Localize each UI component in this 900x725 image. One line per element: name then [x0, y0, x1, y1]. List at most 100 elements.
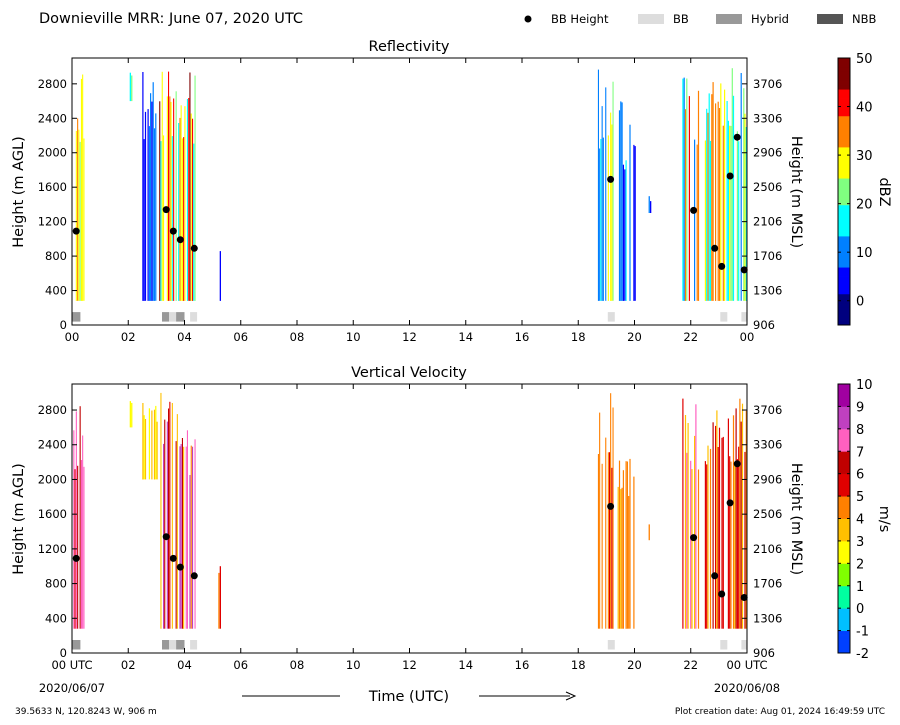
header-legend: BB Height BB Hybrid NBB	[524, 12, 876, 26]
velocity-precip-streak	[691, 469, 693, 629]
reflectivity-precip-streak	[194, 75, 196, 301]
velocity-colorbar-segment	[838, 572, 850, 578]
reflectivity-precip-streak	[724, 89, 726, 301]
velocity-precip-streak	[697, 469, 700, 629]
velocity-x-tick-label: 12	[402, 658, 417, 672]
velocity-precip-streak	[732, 415, 735, 629]
velocity-precip-streak	[740, 421, 742, 629]
velocity-y-tick-label: 0	[60, 646, 67, 660]
reflectivity-precip-streak	[159, 101, 161, 301]
dbz-colorbar-segment	[838, 115, 850, 121]
velocity-precip-streak	[695, 404, 697, 629]
velocity-bb-type-bb	[720, 640, 728, 650]
reflectivity-precip-streak	[697, 90, 700, 301]
reflectivity-x-tick-label: 20	[627, 330, 642, 344]
dbz-colorbar-segment	[838, 178, 850, 183]
velocity-precip-streak	[626, 461, 628, 629]
reflectivity-precip-streak	[180, 105, 182, 301]
reflectivity-precip-streak	[726, 101, 728, 301]
velocity-y-tick-label-right: 2106	[753, 542, 782, 556]
reflectivity-title: Reflectivity	[369, 39, 450, 55]
velocity-precip-streak	[610, 393, 612, 629]
dbz-colorbar-segment	[838, 262, 850, 268]
velocity-bb-height-point	[726, 499, 734, 507]
velocity-precip-streak	[166, 421, 168, 629]
reflectivity-bb-height-point	[740, 266, 748, 274]
velocity-x-tick-label: 18	[571, 658, 586, 672]
velocity-precip-streak	[709, 448, 712, 629]
reflectivity-precip-streak	[171, 136, 173, 301]
velocity-x-tick-label: 00 UTC	[51, 658, 92, 672]
legend-nbb-label: NBB	[852, 12, 876, 26]
dbz-colorbar-segment	[838, 164, 850, 170]
dbz-colorbar-segment	[838, 302, 850, 308]
reflectivity-precip-streak	[694, 139, 696, 301]
dbz-colorbar-segment	[838, 280, 850, 286]
velocity-colorbar-tick-label: 3	[856, 535, 864, 550]
reflectivity-precip-streak	[729, 125, 731, 301]
velocity-bb-height-point	[162, 533, 170, 541]
reflectivity-y-tick-label: 1200	[38, 215, 67, 229]
velocity-colorbar-segment	[838, 505, 850, 510]
plot-creation-date: Plot creation date: Aug 01, 2024 16:49:5…	[675, 707, 885, 717]
dbz-colorbar-segment	[838, 253, 850, 259]
velocity-y-tick-label-right: 3306	[753, 438, 782, 452]
reflectivity-precip-streak	[79, 141, 81, 301]
velocity-colorbar-segment	[838, 635, 850, 640]
velocity-colorbar-segment	[838, 473, 850, 479]
reflectivity-precip-streak	[633, 144, 635, 301]
velocity-precip-streak	[611, 467, 613, 629]
reflectivity-bb-type-bb	[741, 312, 747, 322]
velocity-colorbar-segment	[838, 648, 850, 654]
velocity-precip-streak	[686, 452, 688, 629]
reflectivity-y-tick-label-right: 3706	[753, 77, 782, 91]
end-date-label: 2020/06/08	[714, 681, 780, 695]
velocity-colorbar-tick-label: 1	[856, 580, 864, 595]
velocity-x-tick-label: 14	[458, 658, 473, 672]
time-arrow-head	[565, 691, 577, 701]
dbz-colorbar-segment	[838, 84, 850, 90]
dbz-colorbar-tick-label: 50	[856, 52, 873, 67]
velocity-colorbar-segment	[838, 576, 850, 582]
dbz-colorbar-segment	[838, 173, 850, 179]
velocity-precip-streak	[682, 398, 684, 629]
velocity-precip-streak	[190, 445, 192, 629]
reflectivity-y-tick-label: 400	[45, 284, 67, 298]
reflectivity-y-tick-label-right: 3306	[753, 111, 782, 125]
reflectivity-precip-streak	[155, 113, 157, 301]
dbz-colorbar-segment	[838, 289, 850, 295]
reflectivity-precip-streak	[707, 112, 709, 301]
reflectivity-y-tick-label-right: 2106	[753, 215, 782, 229]
reflectivity-precip-streak	[175, 91, 177, 301]
dbz-colorbar-segment	[838, 160, 850, 166]
legend-hybrid-swatch	[716, 14, 742, 24]
velocity-colorbar-segment	[838, 469, 850, 475]
reflectivity-precip-streak	[622, 164, 624, 301]
dbz-colorbar-segment	[838, 227, 850, 232]
dbz-colorbar-segment	[838, 142, 850, 148]
reflectivity-bb-type-hybrid	[162, 312, 169, 322]
dbz-colorbar-segment	[838, 147, 850, 152]
velocity-colorbar-segment	[838, 626, 850, 631]
velocity-colorbar-segment	[838, 500, 850, 506]
reflectivity-precip-streak	[610, 112, 612, 301]
velocity-precip-streak	[143, 415, 145, 480]
reflectivity-precip-streak	[709, 140, 712, 301]
reflectivity-bb-type-bb	[607, 312, 615, 322]
velocity-precip-streak	[597, 454, 599, 629]
reflectivity-bb-type-bb	[190, 312, 198, 322]
reflectivity-precip-streak	[78, 129, 80, 301]
velocity-colorbar-segment	[838, 415, 850, 421]
velocity-precip-streak	[736, 459, 738, 629]
legend-nbb-swatch	[817, 14, 843, 24]
reflectivity-precip-streak	[727, 120, 729, 301]
velocity-y-tick-label-right: 1306	[753, 611, 782, 625]
velocity-precip-streak	[620, 489, 622, 629]
velocity-precip-streak	[729, 456, 731, 629]
dbz-colorbar-segment	[838, 307, 850, 313]
velocity-precip-streak	[730, 461, 732, 629]
reflectivity-precip-streak	[730, 125, 732, 301]
velocity-colorbar-tick-label: 5	[856, 490, 864, 505]
